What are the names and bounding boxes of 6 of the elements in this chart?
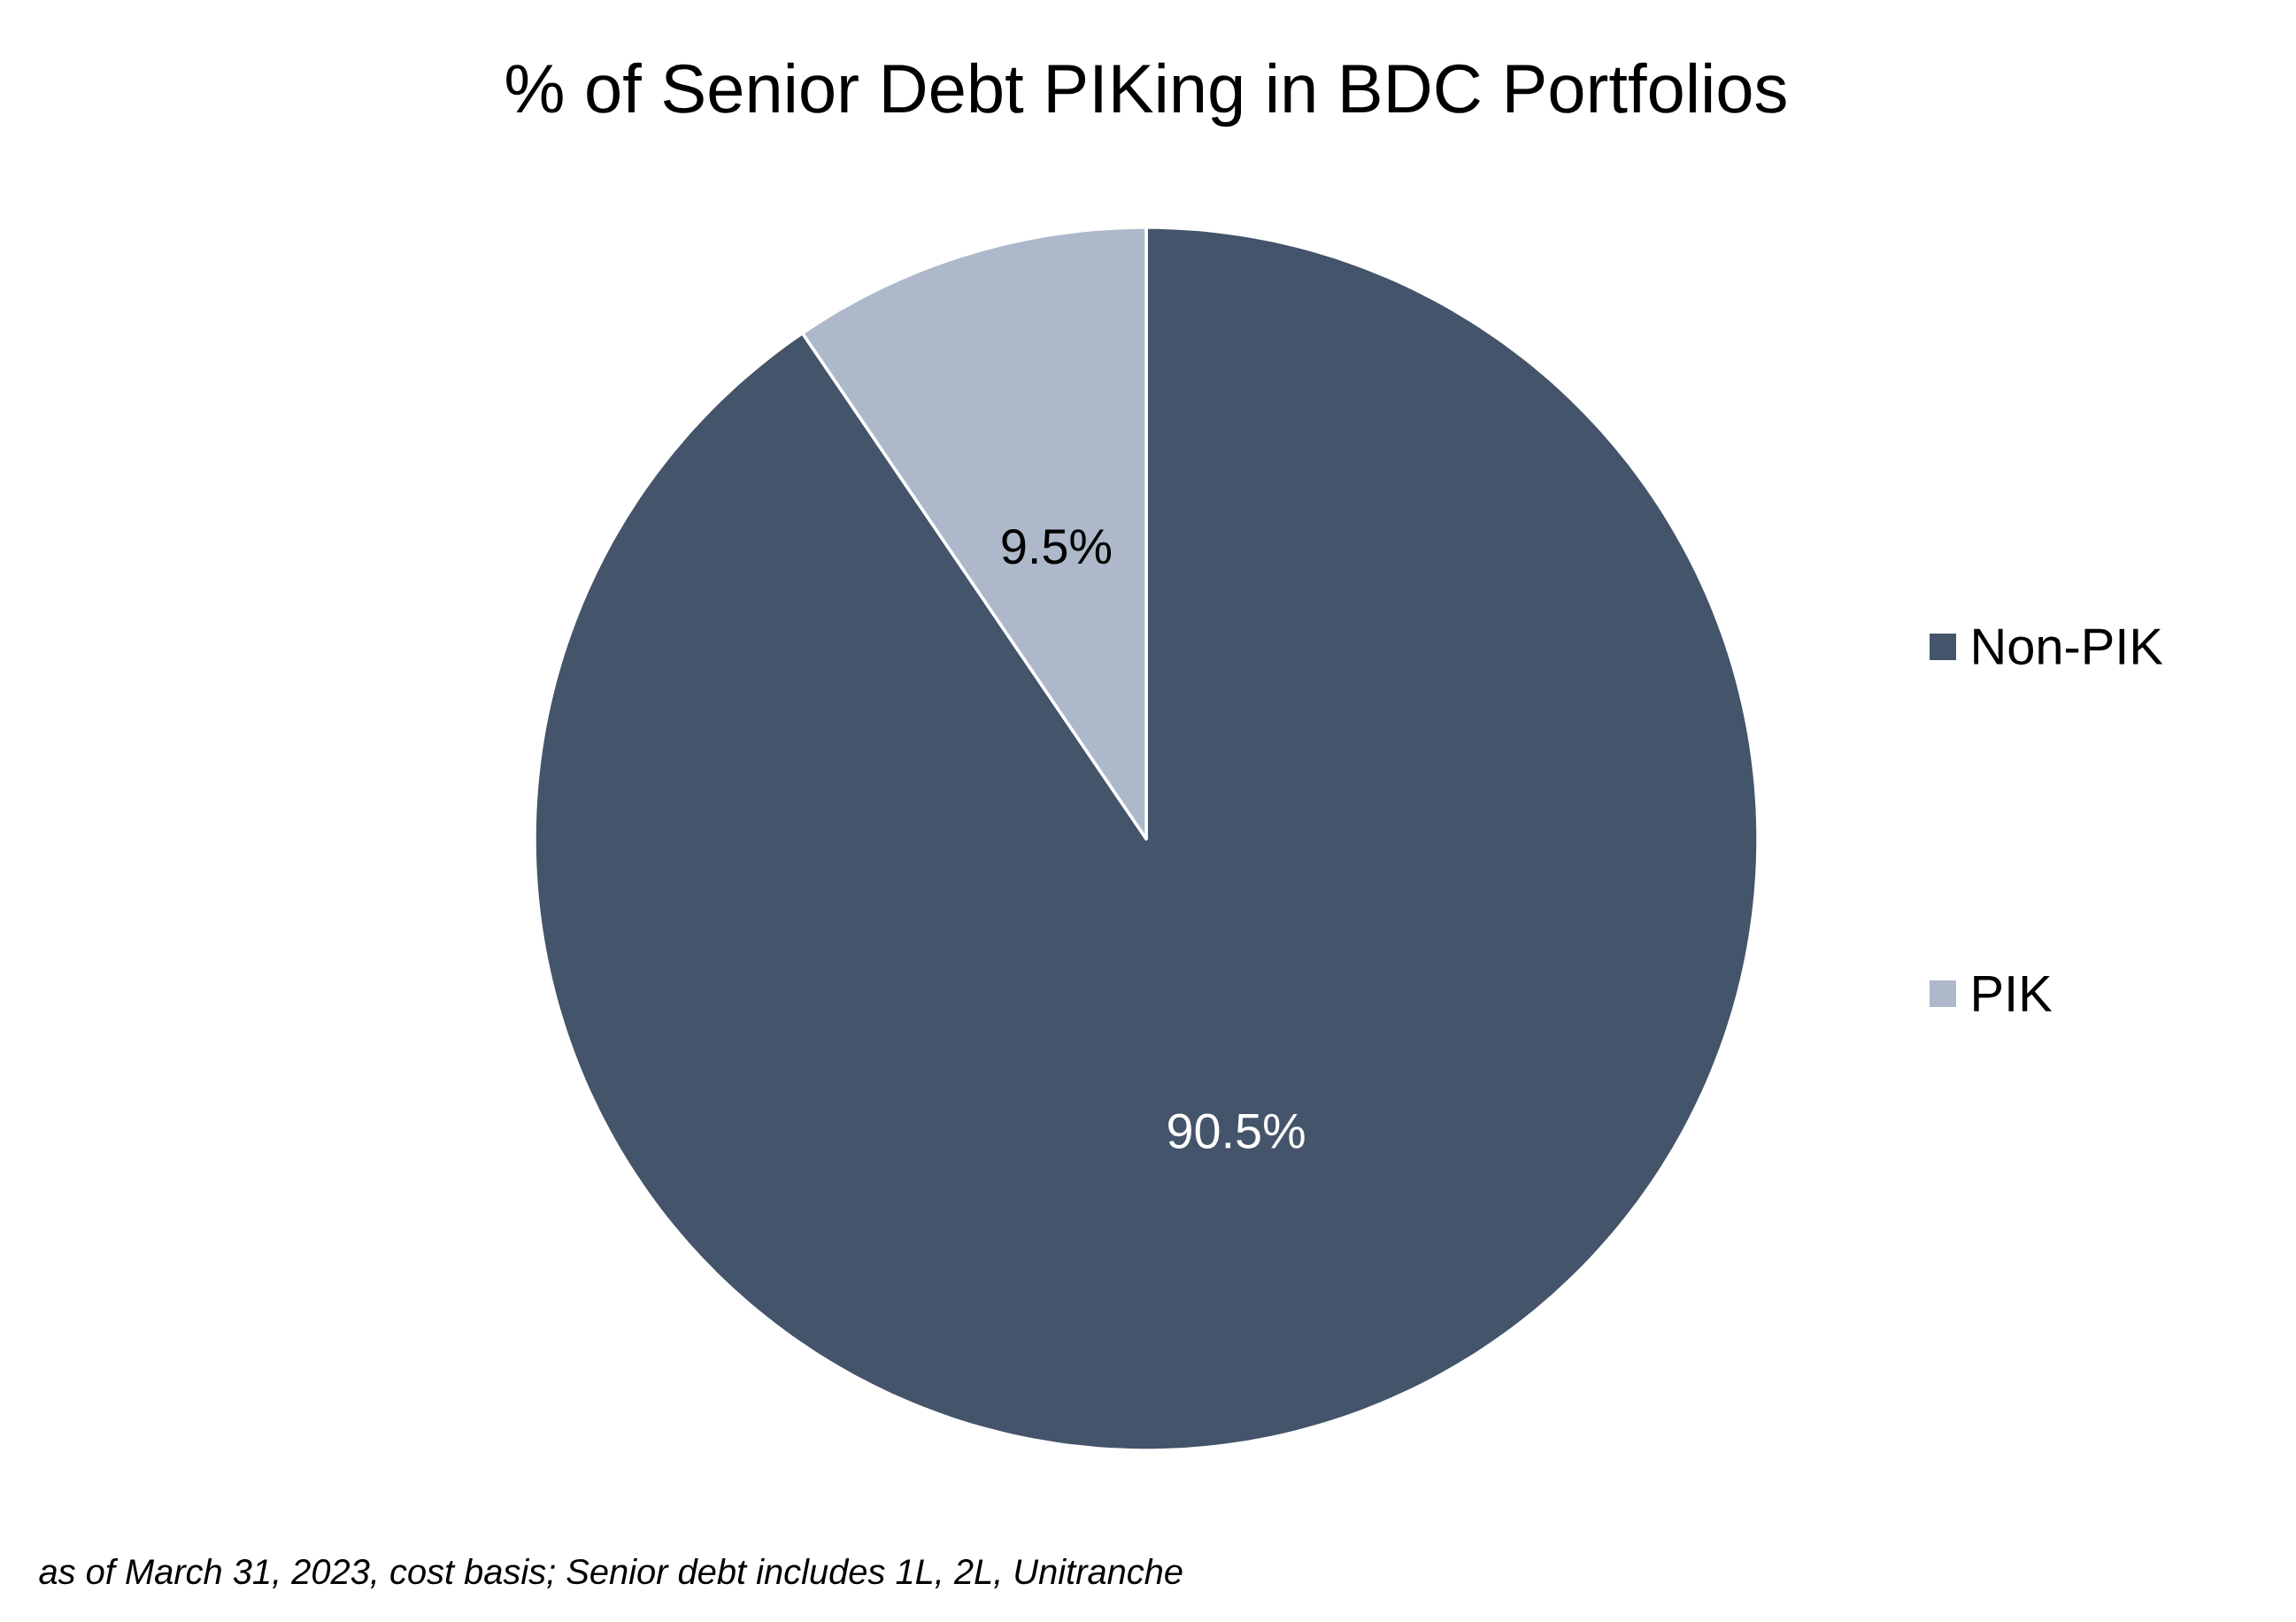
data-label: 9.5% — [1002, 529, 1112, 565]
chart-title: % of Senior Debt PIKing in BDC Portfolios — [506, 62, 1786, 127]
legend-label: PIK — [1974, 976, 2053, 1011]
data-label: 90.5% — [1168, 1113, 1305, 1149]
legend-label: Non-PIK — [1974, 628, 2163, 665]
text: as of March 31, 2023, cost basis; Senior debt includes 1L, 2L, Unitranche — [39, 1558, 1183, 1588]
